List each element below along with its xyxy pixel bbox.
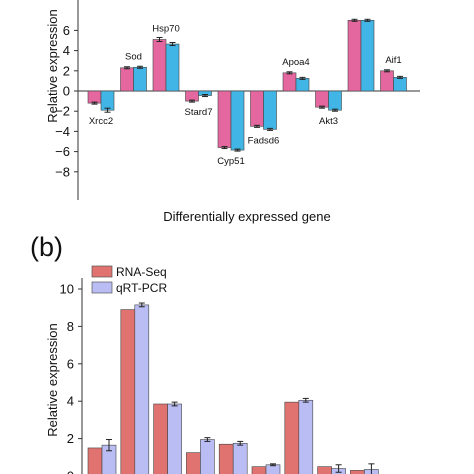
panel-b-bar bbox=[134, 304, 150, 474]
panel-b-bar bbox=[200, 439, 215, 474]
panel-b-bar bbox=[298, 399, 314, 474]
panel-a-bar bbox=[152, 39, 167, 92]
panel-b-bar bbox=[317, 466, 332, 474]
panel-a-y-ticks: 6 4 2 0 −2 −4 −6 −8 bbox=[55, 23, 78, 179]
panel-a-bar bbox=[328, 90, 342, 111]
panel-a-gene-label: Hsp70 bbox=[152, 23, 179, 34]
panel-a-bar bbox=[217, 90, 232, 148]
panel-a-gene-label: Sod bbox=[125, 51, 142, 62]
panel-a-bar bbox=[100, 90, 115, 111]
legend-swatch-rna-seq bbox=[91, 265, 113, 278]
panel-a-bar bbox=[282, 72, 297, 92]
panel-a-gene-label: Akt3 bbox=[319, 116, 338, 127]
panel-a-gene-label: Cyp51 bbox=[217, 156, 244, 167]
panel-a: 6 4 2 0 −2 −4 −6 −8 Xrcc2 Sod Hsp70 Stard7 Cyp51 Fad… bbox=[45, 0, 420, 224]
panel-b-bar bbox=[87, 447, 103, 474]
panel-b-bar bbox=[120, 309, 136, 474]
panel-b-bars bbox=[87, 302, 379, 474]
legend-swatch-qrt-pcr bbox=[91, 281, 113, 294]
panel-b-y-ticks: 10 8 6 4 2 0 bbox=[60, 282, 82, 474]
panel-b-bar bbox=[186, 452, 201, 474]
panel-a-y-tick-label: −8 bbox=[55, 164, 70, 179]
panel-a-y-tick-label: 0 bbox=[63, 84, 70, 99]
panel-a-bar bbox=[263, 90, 277, 130]
panel-b-label: (b) bbox=[30, 232, 63, 262]
legend-label-rna-seq: RNA-Seq bbox=[116, 265, 167, 279]
panel-a-gene-label: Stard7 bbox=[185, 107, 213, 118]
panel-a-y-tick-label: 4 bbox=[63, 43, 70, 58]
panel-a-bar bbox=[87, 90, 102, 104]
panel-a-bar bbox=[133, 66, 147, 92]
panel-b-legend: RNA-Seq qRT-PCR bbox=[91, 265, 167, 295]
panel-a-bar bbox=[230, 90, 245, 151]
panel-b-y-tick-label: 10 bbox=[60, 282, 74, 297]
panel-a-gene-label: Xrcc2 bbox=[89, 116, 113, 127]
panel-a-bar bbox=[347, 19, 362, 92]
panel-b-y-tick-label: 0 bbox=[67, 469, 74, 474]
panel-a-y-axis-label: Relative expression bbox=[45, 9, 60, 122]
panel-a-bar bbox=[315, 90, 329, 108]
panel-b-bar bbox=[350, 470, 365, 474]
panel-a-bar bbox=[393, 77, 407, 92]
panel-a-y-tick-label: −4 bbox=[55, 124, 70, 139]
panel-b-y-tick-label: 4 bbox=[67, 394, 74, 409]
panel-b-y-axis-label: Relative expression bbox=[45, 323, 60, 436]
panel-a-gene-label: Fadsd6 bbox=[248, 135, 280, 146]
panel-a-gene-label: Apoa4 bbox=[282, 57, 309, 68]
panel-a-y-tick-label: −2 bbox=[55, 104, 70, 119]
panel-a-y-tick-label: 2 bbox=[63, 63, 70, 78]
panel-b-bar bbox=[153, 403, 168, 474]
panel-a-bar bbox=[120, 67, 134, 92]
panel-a-y-tick-label: −6 bbox=[55, 144, 70, 159]
panel-b-bar bbox=[284, 401, 300, 474]
panel-a-bars bbox=[87, 18, 407, 152]
panel-a-y-tick-label: 6 bbox=[63, 23, 70, 38]
panel-b-y-tick-label: 2 bbox=[67, 431, 74, 446]
panel-b-bar bbox=[232, 442, 248, 474]
panel-a-bar bbox=[165, 43, 180, 92]
panel-a-bar bbox=[295, 78, 310, 92]
panel-b-bar bbox=[218, 443, 234, 474]
panel-b: (b) 10 8 6 4 2 0 Relative expression RNA-Seq … bbox=[30, 232, 379, 474]
panel-a-bar bbox=[250, 90, 264, 127]
panel-a-gene-labels: Xrcc2 Sod Hsp70 Stard7 Cyp51 Fadsd6 Apoa4 Akt3 A… bbox=[89, 23, 402, 167]
panel-b-bar bbox=[251, 466, 267, 474]
panel-a-gene-label: Aif1 bbox=[385, 55, 401, 66]
panel-b-y-tick-label: 8 bbox=[67, 319, 74, 334]
panel-a-bar bbox=[380, 70, 394, 92]
panel-b-y-tick-label: 6 bbox=[67, 356, 74, 371]
panel-a-bar bbox=[185, 90, 199, 102]
panel-a-x-axis-label: Differentially expressed gene bbox=[163, 209, 330, 224]
panel-b-bar bbox=[167, 403, 182, 474]
legend-label-qrt-pcr: qRT-PCR bbox=[116, 281, 167, 295]
panel-a-bar bbox=[360, 19, 375, 92]
